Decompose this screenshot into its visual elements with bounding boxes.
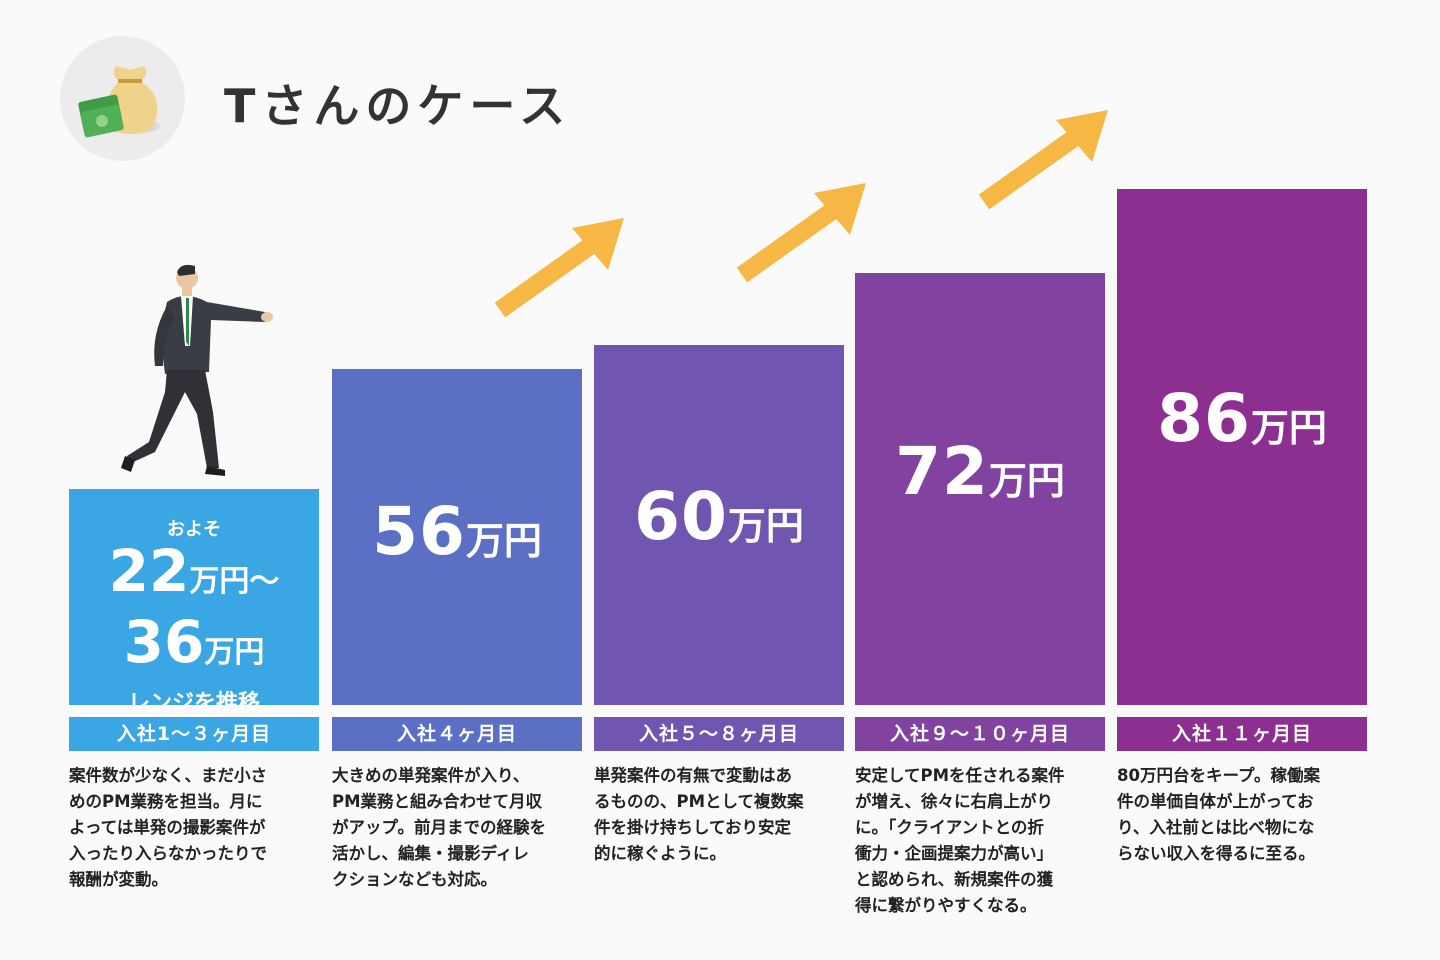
bar-value: 86万円	[1117, 380, 1367, 457]
bar-month-11: 86万円	[1117, 189, 1367, 705]
money-bag-icon	[60, 36, 185, 161]
category-description: 安定してPMを任される案件 が増え、徐々に右肩上がり に。「クライアントとの折 …	[855, 766, 1065, 915]
category-label: 入社1〜３ヶ月目	[69, 717, 319, 751]
range-max-unit: 万円	[204, 635, 265, 670]
bar-month-4: 56万円	[332, 369, 582, 705]
bar-value-number: 56	[372, 493, 466, 570]
range-suffix: レンジを推移	[127, 691, 260, 716]
category-description: 単発案件の有無で変動はあ るものの、PMとして複数案 件を掛け持ちしており安定 …	[594, 766, 804, 863]
page-title: Tさんのケース	[224, 79, 572, 133]
bar-value: 56万円	[332, 493, 582, 570]
category-description: 案件数が少なく、まだ小さ めのPM業務を担当。月に よっては単発の撮影案件が 入…	[69, 766, 267, 889]
up-arrow-icon	[494, 218, 624, 318]
range-max: 36万円	[69, 612, 319, 683]
bar-value-number: 86	[1157, 380, 1251, 457]
bar-value-unit: 万円	[727, 504, 804, 548]
bar-value-range: およそ 22万円〜 36万円 レンジを推移	[69, 489, 319, 717]
category-description: 大きめの単発案件が入り、 PM業務と組み合わせて月収 がアップ。前月までの経験を…	[332, 766, 547, 889]
bar-month-9-10: 72万円	[855, 273, 1105, 705]
bar-value-unit: 万円	[465, 519, 542, 563]
range-max-number: 36	[123, 608, 205, 676]
businessman-walking-illustration	[121, 264, 273, 476]
bar-value: 72万円	[855, 433, 1105, 510]
category-label: 入社９〜１０ヶ月目	[855, 717, 1105, 751]
bar-value-unit: 万円	[1250, 406, 1327, 450]
bar-value-unit: 万円	[988, 459, 1065, 503]
bar-month-1-3: およそ 22万円〜 36万円 レンジを推移	[69, 489, 319, 716]
bar-value-number: 60	[634, 478, 728, 555]
bar-month-5-8: 60万円	[594, 345, 844, 705]
category-label: 入社５〜８ヶ月目	[594, 717, 844, 751]
category-label: 入社４ヶ月目	[332, 717, 582, 751]
category-label: 入社１１ヶ月目	[1117, 717, 1367, 751]
range-min: 22万円〜	[69, 541, 319, 612]
bar-value-number: 72	[895, 433, 989, 510]
up-arrow-icon	[978, 110, 1108, 210]
range-min-number: 22	[108, 537, 190, 605]
range-min-unit: 万円〜	[189, 564, 280, 599]
up-arrow-icon	[736, 183, 866, 283]
category-description: 80万円台をキープ。稼働案 件の単価自体が上がってお り、入社前とは比べ物にな …	[1117, 766, 1320, 863]
range-prefix: およそ	[167, 519, 221, 540]
bar-value: 60万円	[594, 478, 844, 555]
